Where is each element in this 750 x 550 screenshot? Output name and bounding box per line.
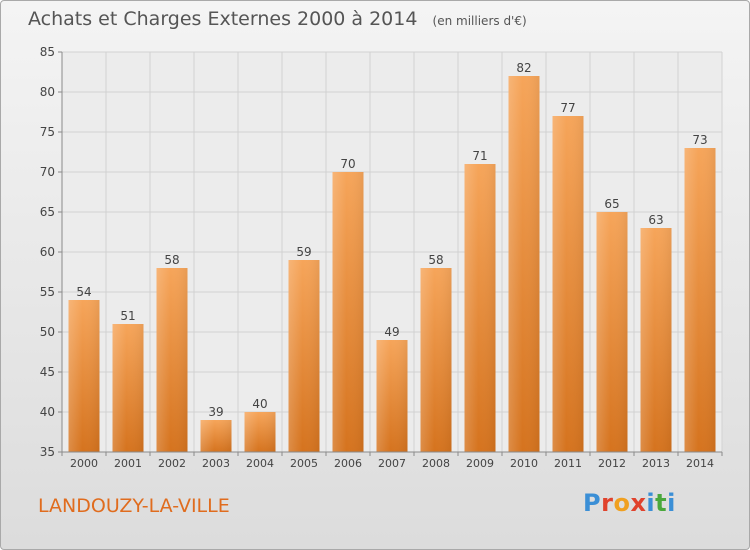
y-tick-label: 35 — [40, 445, 55, 459]
value-label: 39 — [208, 405, 223, 419]
x-tick-label: 2000 — [70, 457, 98, 470]
x-tick-label: 2005 — [290, 457, 318, 470]
place-name: LANDOUZY-LA-VILLE — [38, 495, 230, 517]
value-label: 63 — [648, 213, 663, 227]
value-label: 58 — [164, 253, 179, 267]
logo-letter: i — [646, 489, 656, 517]
label-layer: 54 2000 51 2001 58 2002 39 2003 40 2004 59 2005 70 20… — [70, 61, 714, 470]
proxiti-logo[interactable]: Proxiti — [583, 489, 676, 517]
value-label: 70 — [340, 157, 355, 171]
y-tick-label: 55 — [40, 285, 55, 299]
x-tick-label: 2014 — [686, 457, 714, 470]
bar-shine-2005 — [288, 260, 320, 452]
x-tick-label: 2012 — [598, 457, 626, 470]
x-tick-label: 2010 — [510, 457, 538, 470]
value-label: 77 — [560, 101, 575, 115]
value-label: 54 — [76, 285, 91, 299]
bar-shine-2008 — [420, 268, 452, 452]
logo-letter: i — [667, 489, 676, 517]
x-tick-label: 2003 — [202, 457, 230, 470]
bar-shine-2004 — [244, 412, 276, 452]
bar-shine-2012 — [596, 212, 628, 452]
logo-letter: r — [601, 489, 614, 517]
axis-layer: 35 40 45 50 55 60 65 70 75 80 85 — [40, 45, 723, 459]
title-main: Achats et Charges Externes 2000 à 2014 — [28, 8, 418, 30]
x-tick-label: 2011 — [554, 457, 582, 470]
value-label: 71 — [472, 149, 487, 163]
y-tick-label: 75 — [40, 125, 55, 139]
chart-title: Achats et Charges Externes 2000 à 2014 (… — [28, 8, 527, 30]
title-unit: (en milliers d'€) — [432, 14, 527, 28]
value-label: 65 — [604, 197, 619, 211]
value-label: 73 — [692, 133, 707, 147]
x-tick-label: 2001 — [114, 457, 142, 470]
bar-shine-2009 — [464, 164, 496, 452]
x-tick-label: 2007 — [378, 457, 406, 470]
logo-letter: x — [630, 489, 647, 517]
x-tick-label: 2004 — [246, 457, 274, 470]
x-tick-label: 2013 — [642, 457, 670, 470]
x-tick-label: 2008 — [422, 457, 450, 470]
logo-letter: P — [583, 489, 602, 517]
bar-shine-2011 — [552, 116, 584, 452]
y-tick-label: 50 — [40, 325, 55, 339]
bar-shine-2010 — [508, 76, 540, 452]
bar-shine-2002 — [156, 268, 188, 452]
logo-letter: o — [613, 489, 631, 517]
value-label: 40 — [252, 397, 267, 411]
y-tick-label: 45 — [40, 365, 55, 379]
bar-shine-2007 — [376, 340, 408, 452]
y-tick-label: 60 — [40, 245, 55, 259]
bar-shine-2001 — [112, 324, 144, 452]
y-tick-label: 70 — [40, 165, 55, 179]
bar-shine-2000 — [68, 300, 100, 452]
bar-shine-2006 — [332, 172, 364, 452]
value-label: 58 — [428, 253, 443, 267]
logo-letter: t — [655, 489, 668, 517]
value-label: 82 — [516, 61, 531, 75]
value-label: 51 — [120, 309, 135, 323]
y-tick-label: 40 — [40, 405, 55, 419]
bar-shine-2013 — [640, 228, 672, 452]
y-tick-label: 85 — [40, 45, 55, 59]
value-label: 59 — [296, 245, 311, 259]
y-tick-label: 65 — [40, 205, 55, 219]
bar-shine-2003 — [200, 420, 232, 452]
y-tick-label: 80 — [40, 85, 55, 99]
x-tick-label: 2002 — [158, 457, 186, 470]
x-tick-label: 2006 — [334, 457, 362, 470]
bar-shine-2014 — [684, 148, 716, 452]
value-label: 49 — [384, 325, 399, 339]
x-tick-label: 2009 — [466, 457, 494, 470]
bar-layer — [68, 76, 716, 452]
